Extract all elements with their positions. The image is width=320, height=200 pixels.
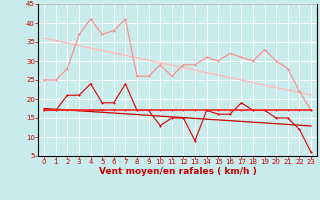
X-axis label: Vent moyen/en rafales ( km/h ): Vent moyen/en rafales ( km/h ) [99,167,256,176]
